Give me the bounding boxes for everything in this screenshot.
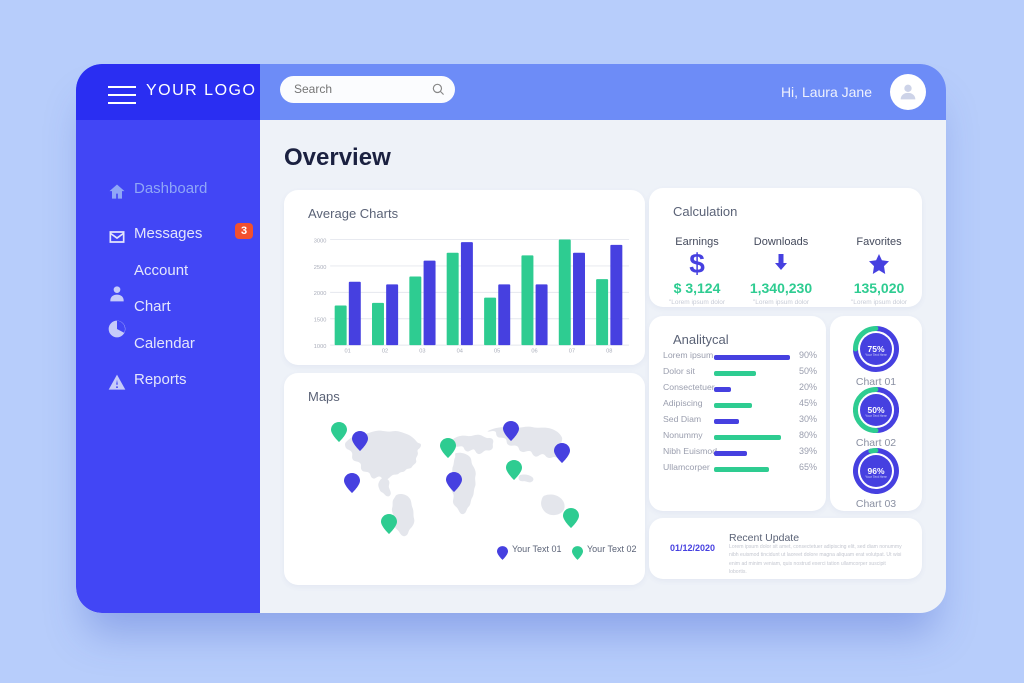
- svg-text:2000: 2000: [314, 291, 327, 297]
- svg-text:01: 01: [345, 349, 351, 355]
- svg-text:07: 07: [569, 349, 575, 355]
- svg-text:08: 08: [606, 349, 612, 355]
- svg-text:02: 02: [382, 349, 388, 355]
- svg-text:04: 04: [457, 349, 463, 355]
- svg-text:3000: 3000: [314, 238, 327, 244]
- svg-text:03: 03: [419, 349, 425, 355]
- svg-text:05: 05: [494, 349, 500, 355]
- svg-text:06: 06: [531, 349, 537, 355]
- svg-text:1500: 1500: [314, 318, 327, 324]
- svg-text:2500: 2500: [314, 265, 327, 271]
- svg-text:1000: 1000: [314, 344, 327, 350]
